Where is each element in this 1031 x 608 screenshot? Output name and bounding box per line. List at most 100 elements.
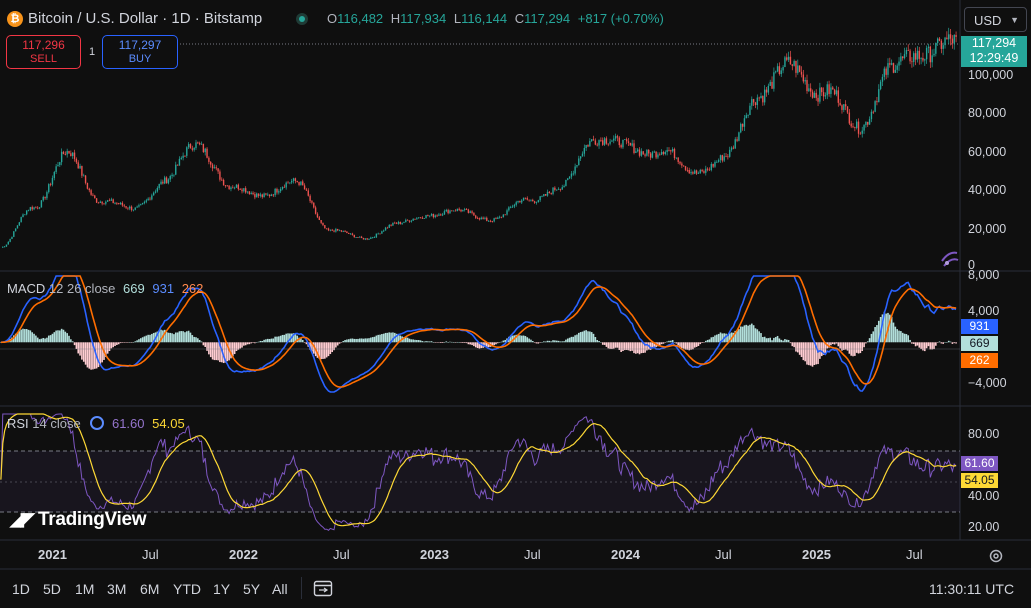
price-axis-label: 0 xyxy=(968,258,975,272)
buy-button[interactable]: 117,297 BUY xyxy=(102,35,178,69)
candle-body xyxy=(182,155,184,158)
candle-body xyxy=(327,228,330,231)
candle-body xyxy=(294,178,297,181)
candle-body xyxy=(351,233,354,235)
candle-body xyxy=(324,225,326,229)
candle-body xyxy=(377,233,379,235)
candle-body xyxy=(706,168,709,170)
timeframe-1d[interactable]: 1D xyxy=(12,581,30,597)
macd-histogram-bar xyxy=(636,342,639,354)
candle-body xyxy=(556,189,558,191)
candle-body xyxy=(708,169,711,171)
macd-histogram-bar xyxy=(935,342,937,346)
candle-body xyxy=(103,203,105,205)
candle-body xyxy=(449,210,451,214)
candle-body xyxy=(625,139,628,142)
macd-histogram-bar xyxy=(693,342,696,348)
macd-histogram-bar xyxy=(675,342,678,344)
timeframe-all[interactable]: All xyxy=(272,581,288,597)
candle-body xyxy=(44,196,46,199)
timeframe-5d[interactable]: 5D xyxy=(43,581,61,597)
candle-body xyxy=(219,171,221,180)
macd-histogram-bar xyxy=(474,342,477,348)
timeframe-1y[interactable]: 1Y xyxy=(213,581,231,597)
candle-body xyxy=(602,140,604,145)
candle-body xyxy=(233,187,236,189)
macd-histogram-bar xyxy=(579,332,582,343)
macd-histogram-bar xyxy=(226,342,229,362)
candle-body xyxy=(683,165,685,167)
candle-body xyxy=(775,71,777,73)
macd-histogram-bar xyxy=(71,341,74,343)
macd-histogram-bar xyxy=(940,342,943,344)
candle-body xyxy=(579,156,582,159)
symbol-title[interactable]: Bitcoin / U.S. Dollar · 1D · Bitstamp xyxy=(28,10,263,27)
macd-histogram-bar xyxy=(296,335,299,343)
macd-histogram-bar xyxy=(572,336,575,343)
macd-histogram-bar xyxy=(535,342,538,344)
date-range-icon[interactable] xyxy=(313,579,333,597)
ohlc-low-value: 116,144 xyxy=(461,11,508,26)
settings-gear-icon[interactable] xyxy=(988,548,1004,564)
macd-histogram-bar xyxy=(189,332,192,343)
candle-body xyxy=(140,204,142,206)
candle-body xyxy=(953,34,955,44)
tradingview-logo[interactable]: ◢◤ TradingView xyxy=(10,509,147,531)
candle-body xyxy=(456,208,459,212)
macd-histogram-bar xyxy=(106,342,109,354)
timeframe-1m[interactable]: 1M xyxy=(75,581,95,597)
candle-body xyxy=(368,238,370,240)
macd-histogram-bar xyxy=(185,331,188,343)
macd-histogram-bar xyxy=(35,335,37,343)
timeframe-ytd[interactable]: YTD xyxy=(173,581,201,597)
sparkle-logo-icon[interactable] xyxy=(939,249,961,269)
toolbar-divider xyxy=(301,577,302,599)
macd-histogram-bar xyxy=(701,342,703,343)
currency-select[interactable]: USD ▼ xyxy=(964,7,1027,32)
sell-button[interactable]: 117,296 SELL xyxy=(6,35,81,69)
ohlc-high-value: 117,934 xyxy=(400,11,447,26)
candle-body xyxy=(478,218,481,220)
candle-body xyxy=(81,165,83,176)
candle-body xyxy=(727,156,729,158)
candle-body xyxy=(119,202,122,205)
candle-body xyxy=(791,64,793,66)
macd-histogram-bar xyxy=(710,337,713,343)
candle-body xyxy=(600,140,602,141)
candle-body xyxy=(121,202,124,206)
macd-histogram-bar xyxy=(301,339,304,343)
macd-histogram-bar xyxy=(614,342,617,348)
timeframe-5y[interactable]: 5Y xyxy=(243,581,261,597)
macd-histogram-bar xyxy=(176,332,179,343)
macd-histogram-bar xyxy=(848,342,851,354)
candle-body xyxy=(773,72,775,89)
macd-histogram-bar xyxy=(405,337,407,343)
macd-histogram-bar xyxy=(725,333,727,343)
candle-body xyxy=(285,182,287,188)
macd-histogram-bar xyxy=(248,342,251,345)
macd-histogram-bar xyxy=(370,337,372,343)
candle-body xyxy=(568,176,571,179)
ohlc-open-value: 116,482 xyxy=(337,11,384,26)
macd-histogram-bar xyxy=(283,334,286,343)
market-status-icon[interactable] xyxy=(296,13,308,25)
macd-histogram-bar xyxy=(255,342,258,343)
macd-histogram-bar xyxy=(533,342,536,343)
bitcoin-icon: ₿ xyxy=(7,11,23,27)
utc-clock[interactable]: 11:30:11 UTC xyxy=(929,581,1015,597)
timeframe-3m[interactable]: 3M xyxy=(107,581,127,597)
timeframe-6m[interactable]: 6M xyxy=(140,581,160,597)
candle-body xyxy=(848,112,851,124)
macd-histogram-bar xyxy=(222,342,225,364)
price-axis-label: 40,000 xyxy=(968,183,1007,197)
sync-icon[interactable] xyxy=(90,416,105,430)
rsi-legend[interactable]: RSI 14 close 61.60 54.05 xyxy=(7,416,185,431)
macd-histogram-bar xyxy=(368,338,370,343)
macd-histogram-bar xyxy=(695,342,698,347)
macd-legend[interactable]: MACD 12 26 close 669 931 262 xyxy=(7,281,203,296)
candle-body xyxy=(296,180,298,183)
macd-histogram-bar xyxy=(243,342,245,346)
macd-histogram-bar xyxy=(905,334,908,343)
candle-body xyxy=(37,207,39,209)
